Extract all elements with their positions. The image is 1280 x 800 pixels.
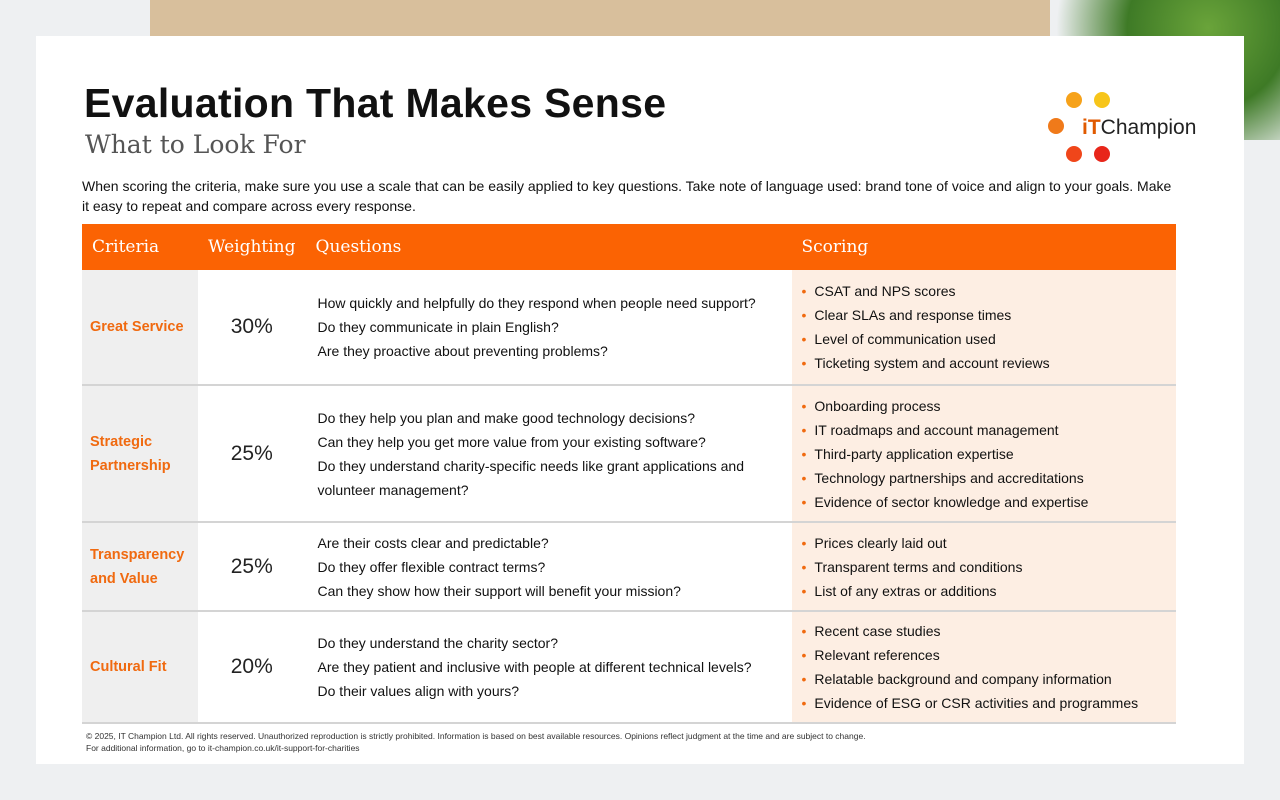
scoring-item: Evidence of ESG or CSR activities and pr… xyxy=(802,691,1166,715)
questions-cell: How quickly and helpfully do they respon… xyxy=(305,270,792,386)
scoring-item: Clear SLAs and response times xyxy=(802,303,1166,327)
page-subtitle: What to Look For xyxy=(85,130,306,159)
question: How quickly and helpfully do they respon… xyxy=(317,295,756,311)
question: Are their costs clear and predictable? xyxy=(317,534,549,551)
scoring-item: IT roadmaps and account management xyxy=(802,418,1166,442)
scoring-item: Ticketing system and account reviews xyxy=(802,351,1166,375)
scoring-item: Relevant references xyxy=(802,643,1166,667)
scoring-item: Level of communication used xyxy=(802,327,1166,351)
criteria-cell: Great Service xyxy=(82,270,198,386)
question: Do they communicate in plain English? xyxy=(317,319,559,335)
criteria-table: Criteria Weighting Questions Scoring Great … xyxy=(82,224,1176,724)
column-header: Questions xyxy=(305,224,792,270)
scoring-item: Evidence of sector knowledge and experti… xyxy=(802,490,1166,514)
criteria-cell: Strategic Partnership xyxy=(82,385,198,523)
scoring-item: Technology partnerships and accreditatio… xyxy=(802,466,1166,490)
background-notebook xyxy=(150,0,1050,36)
table-row: Transparency and Value 25% Are their cos… xyxy=(82,522,1176,612)
weighting-cell: 25% xyxy=(198,385,306,523)
question: Are they proactive about preventing prob… xyxy=(317,343,608,359)
scoring-item: CSAT and NPS scores xyxy=(802,279,1166,303)
questions-cell: Do they help you plan and make good tech… xyxy=(305,385,792,523)
scoring-item: Relatable background and company informa… xyxy=(802,667,1166,691)
scoring-item: Third-party application expertise xyxy=(802,442,1166,466)
question: Do they understand charity-specific need… xyxy=(317,457,744,498)
more-info-text: For additional information, go to it-cha… xyxy=(86,743,360,753)
logo-arrows-icon xyxy=(1048,92,1110,162)
question: Do they help you plan and make good tech… xyxy=(317,409,695,426)
copyright-text: © 2025, IT Champion Ltd. All rights rese… xyxy=(86,731,866,741)
footer: © 2025, IT Champion Ltd. All rights rese… xyxy=(86,730,866,754)
logo-text: iTChampion xyxy=(1082,116,1197,139)
scoring-item: Prices clearly laid out xyxy=(802,531,1166,555)
it-champion-logo: iTChampion xyxy=(1046,88,1216,168)
table-row: Cultural Fit 20% Do they understand the … xyxy=(82,611,1176,724)
question: Do they offer flexible contract terms? xyxy=(317,558,546,575)
question: Are they patient and inclusive with peop… xyxy=(317,659,752,675)
question: Do they understand the charity sector? xyxy=(317,635,558,651)
scoring-item: Transparent terms and conditions xyxy=(802,555,1166,579)
scoring-item: Recent case studies xyxy=(802,619,1166,643)
weighting-cell: 25% xyxy=(198,522,306,612)
column-header: Scoring xyxy=(791,224,1176,270)
question: Can they help you get more value from yo… xyxy=(317,433,706,450)
column-header: Weighting xyxy=(198,224,306,270)
table-row: Strategic Partnership 25% Do they help y… xyxy=(82,385,1176,523)
scoring-cell: Prices clearly laid outTransparent terms… xyxy=(791,522,1176,612)
intro-text: When scoring the criteria, make sure you… xyxy=(82,178,1172,214)
question: Can they show how their support will ben… xyxy=(317,582,681,599)
criteria-cell: Cultural Fit xyxy=(82,611,198,724)
weighting-cell: 20% xyxy=(198,611,306,724)
question: Do their values align with yours? xyxy=(317,683,520,699)
scoring-cell: CSAT and NPS scoresClear SLAs and respon… xyxy=(791,270,1176,386)
scoring-cell: Recent case studiesRelevant referencesRe… xyxy=(791,611,1176,724)
scoring-cell: Onboarding processIT roadmaps and accoun… xyxy=(791,385,1176,523)
page-title: Evaluation That Makes Sense xyxy=(84,80,667,126)
scoring-item: Onboarding process xyxy=(802,394,1166,418)
questions-cell: Are their costs clear and predictable? Do… xyxy=(305,522,792,612)
questions-cell: Do they understand the charity sector? Ar… xyxy=(305,611,792,724)
scoring-item: List of any extras or additions xyxy=(802,579,1166,603)
weighting-cell: 30% xyxy=(198,270,306,386)
table-row: Great Service 30% How quickly and helpfu… xyxy=(82,270,1176,386)
criteria-cell: Transparency and Value xyxy=(82,522,198,612)
document-card: Evaluation That Makes Sense What to Look… xyxy=(36,36,1244,764)
column-header: Criteria xyxy=(82,224,198,270)
